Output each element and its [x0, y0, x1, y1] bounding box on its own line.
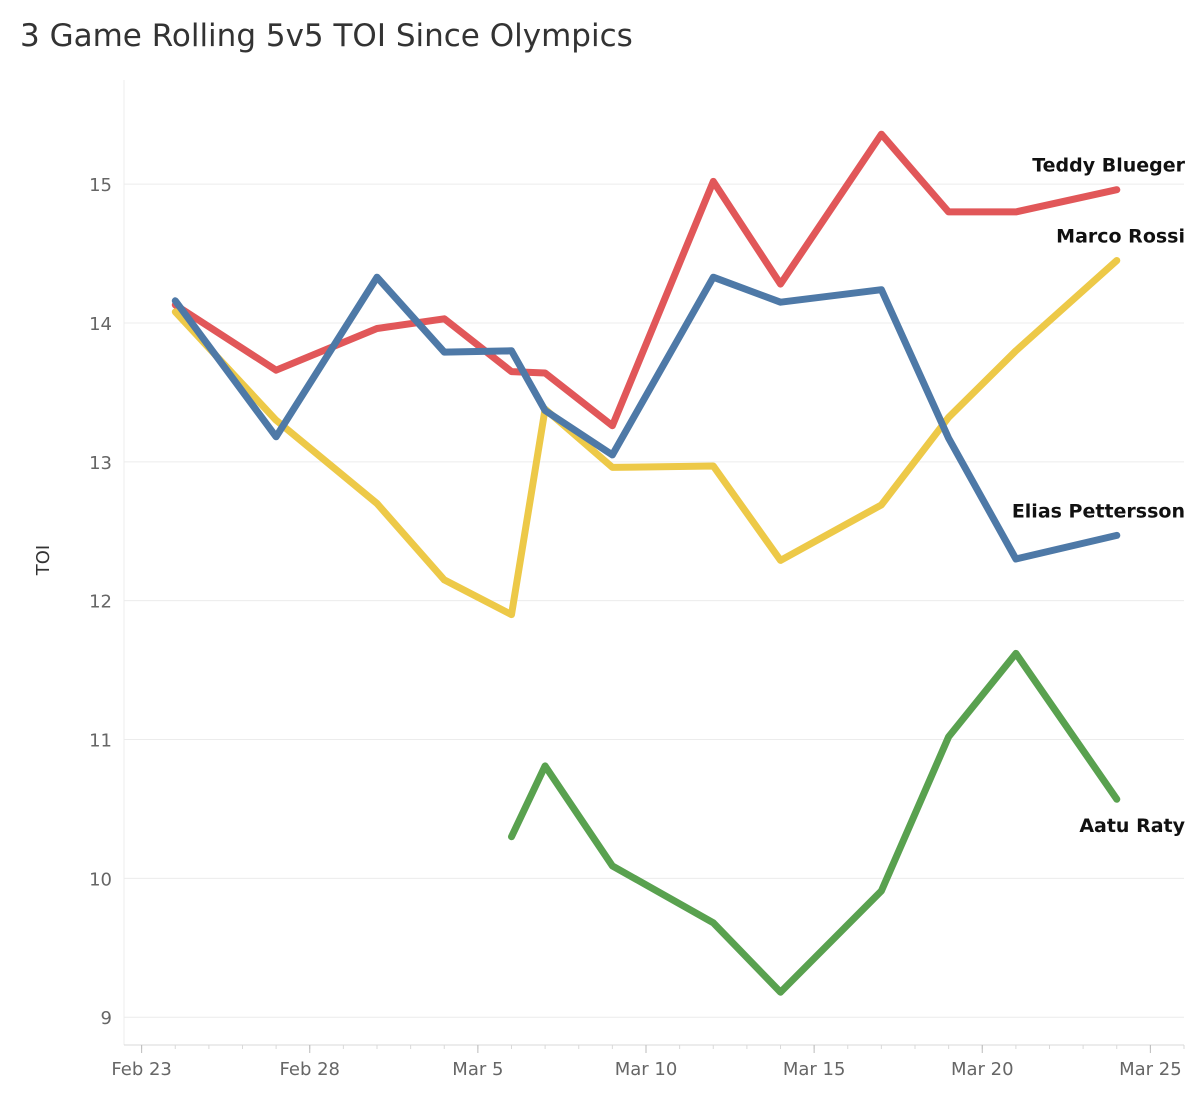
- y-tick-label: 9: [101, 1008, 112, 1029]
- y-tick-label: 13: [89, 453, 112, 474]
- x-tick-label: Mar 5: [452, 1059, 503, 1080]
- series-label-teddy-blueger: Teddy Blueger: [1032, 155, 1185, 177]
- series-lines: [171, 130, 1121, 996]
- x-tick-label: Feb 28: [280, 1059, 341, 1080]
- series-line-marco-rossi: [171, 257, 1121, 619]
- series-label-elias-pettersson: Elias Pettersson: [1012, 500, 1185, 522]
- axes: 9 10 11 12 13 14 15 Feb 23 Feb 28 Mar 5 Mar 10 Mar …: [89, 80, 1185, 1080]
- x-tick-label: Feb 23: [111, 1059, 172, 1080]
- y-tick-label: 11: [89, 731, 112, 752]
- series-line-aatu-raty: [508, 649, 1121, 996]
- x-tick-label: Mar 25: [1119, 1059, 1182, 1080]
- y-axis-title: TOI: [33, 545, 54, 576]
- y-tick-label: 15: [89, 175, 112, 196]
- y-tick-label: 10: [89, 869, 112, 890]
- series-label-aatu-raty: Aatu Raty: [1079, 815, 1185, 837]
- series-label-marco-rossi: Marco Rossi: [1056, 226, 1185, 248]
- series-line-elias-pettersson: [171, 273, 1121, 563]
- x-tick-label: Mar 20: [951, 1059, 1014, 1080]
- y-tick-label: 14: [89, 314, 112, 335]
- chart-title: 3 Game Rolling 5v5 TOI Since Olympics: [20, 18, 633, 54]
- series-labels: Teddy Blueger Marco Rossi Elias Pettersson…: [1012, 155, 1186, 838]
- x-tick-label: Mar 10: [615, 1059, 678, 1080]
- y-tick-label: 12: [89, 592, 112, 613]
- x-tick-label: Mar 15: [783, 1059, 846, 1080]
- series-line-teddy-blueger: [171, 130, 1121, 430]
